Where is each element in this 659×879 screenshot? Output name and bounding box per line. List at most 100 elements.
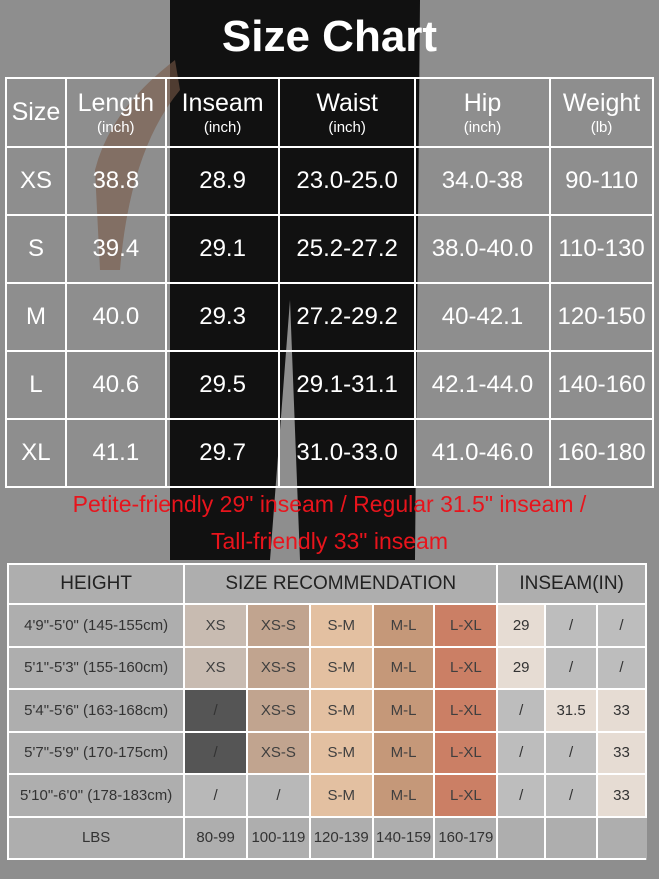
table-cell: 33 [596,730,647,775]
table-cell: 4'9"-5'0" (145-155cm) [6,603,186,648]
table-cell: M-L [371,688,436,733]
table-cell: / [183,688,248,733]
table-cell: 42.1-44.0 [413,350,552,420]
table-cell: 5'7"-5'9" (170-175cm) [6,730,186,775]
table-cell: 40.0 [64,282,167,352]
table-row: 5'10"-6'0" (178-183cm) / / S-M M-L L-XL //33 [6,773,647,818]
table-cell: XS [5,146,67,216]
inseam-note: Petite-friendly 29" inseam / Regular 31.… [0,486,659,560]
table-cell: M-L [371,645,436,690]
table-cell: 110-130 [549,214,654,284]
table-row: 5'1"-5'3" (155-160cm) XS XS-S S-M M-L L-XL 29/… [6,645,647,690]
table-cell: S-M [308,773,374,818]
table-cell: / [596,645,647,690]
column-header: Inseam (inch) [164,77,281,148]
table-cell: 140-160 [549,350,654,420]
table-row: M 40.0 29.3 27.2-29.2 40-42.1 120-150 [5,282,654,352]
column-label: Size [11,98,61,126]
table-cell: 120-139 [308,815,374,860]
column-label: Hip [463,88,502,117]
table-cell: M-L [371,773,436,818]
table-cell: 120-150 [549,282,654,352]
table-cell: 29 [496,645,547,690]
table-cell: / [183,773,248,818]
table-cell: S [5,214,67,284]
page-title: Size Chart [221,12,438,61]
table-cell: 29.1 [164,214,281,284]
table-cell: / [496,773,547,818]
table-cell: L [5,350,67,420]
table-cell: L-XL [433,688,499,733]
table-row: 4'9"-5'0" (145-155cm) XS XS-S S-M M-L L-XL 29/… [6,603,647,648]
table-cell: / [544,645,599,690]
table-cell: M [5,282,67,352]
table-cell: / [544,603,599,648]
table-cell: 5'1"-5'3" (155-160cm) [6,645,186,690]
table-row: XS 38.8 28.9 23.0-25.0 34.0-38 90-110 [5,146,654,216]
column-header: Size [5,77,67,148]
table-cell: 90-110 [549,146,654,216]
table-cell [544,815,598,860]
column-header: HEIGHT [6,563,186,605]
table-cell [596,815,646,860]
table-cell: XL [5,418,67,488]
table-cell: 34.0-38 [413,146,552,216]
lbs-row: LBS 80-99 100-119 120-139 140-159 160-179 [6,815,646,860]
table-cell: 33 [596,773,647,818]
table-cell: M-L [371,730,436,775]
column-header: Hip (inch) [413,77,552,148]
table-cell: XS-S [246,688,311,733]
table-cell: 5'4"-5'6" (163-168cm) [6,688,186,733]
column-header: SIZE RECOMMENDATION [183,563,499,605]
column-unit: (inch) [328,118,366,136]
table-cell: 29.7 [164,418,281,488]
table-cell: 29.1-31.1 [278,350,416,420]
table-row: 5'4"-5'6" (163-168cm) / XS-S S-M M-L L-XL/31.… [6,688,647,733]
table-cell: 38.8 [64,146,167,216]
table-cell: 29 [496,603,547,648]
table-cell: 23.0-25.0 [278,146,416,216]
table-row: 5'7"-5'9" (170-175cm) / XS-S S-M M-L L-XL //33 [6,730,647,775]
table-cell: / [596,603,647,648]
table-cell: L-XL [433,645,499,690]
table-row: L 40.6 29.5 29.1-31.1 42.1-44.0 140-160 [5,350,654,420]
size-chart-table: Size Length (inch) Inseam (inch) Waist (inch) H… [5,77,654,488]
column-label: Weight [562,88,641,117]
table-cell: 100-119 [246,815,311,860]
table-cell: 31.0-33.0 [278,418,416,488]
table-cell: 38.0-40.0 [413,214,552,284]
table-cell: 28.9 [164,146,281,216]
table-cell: XS [183,603,248,648]
table-cell: L-XL [433,773,499,818]
table-cell: 160-179 [433,815,499,860]
column-label: Inseam [181,88,264,117]
table-cell: 160-180 [549,418,654,488]
table-cell: XS [183,645,248,690]
column-unit: (lb) [590,118,613,136]
table-cell: 33 [596,688,647,733]
column-unit: (inch) [97,118,135,136]
table-cell: M-L [371,603,436,648]
size-recommendation-table: HEIGHT SIZE RECOMMENDATION INSEAM(IN) 4'9"-… [6,563,647,860]
column-unit: (inch) [203,118,242,136]
table-cell: 39.4 [64,214,167,284]
table-cell: S-M [308,603,374,648]
table-cell: / [544,773,599,818]
table-cell: S-M [308,645,374,690]
column-header: Waist (inch) [278,77,416,148]
column-header: Weight (lb) [549,77,654,148]
column-label: Waist [316,88,378,117]
table-cell: / [496,730,547,775]
column-unit: (inch) [463,118,502,136]
table-cell: XS-S [246,603,311,648]
table-cell: 29.5 [164,350,281,420]
table-row: XL 41.1 29.7 31.0-33.0 41.0-46.0 160-180 [5,418,654,488]
table-cell [496,815,546,860]
table-row: S 39.4 29.1 25.2-27.2 38.0-40.0 110-130 [5,214,654,284]
table-cell: 41.0-46.0 [413,418,552,488]
table-cell: S-M [308,688,374,733]
table-cell: L-XL [433,730,499,775]
table-cell: 31.5 [544,688,599,733]
table-cell: 41.1 [64,418,167,488]
note-line: Tall-friendly 33" inseam [211,528,448,554]
